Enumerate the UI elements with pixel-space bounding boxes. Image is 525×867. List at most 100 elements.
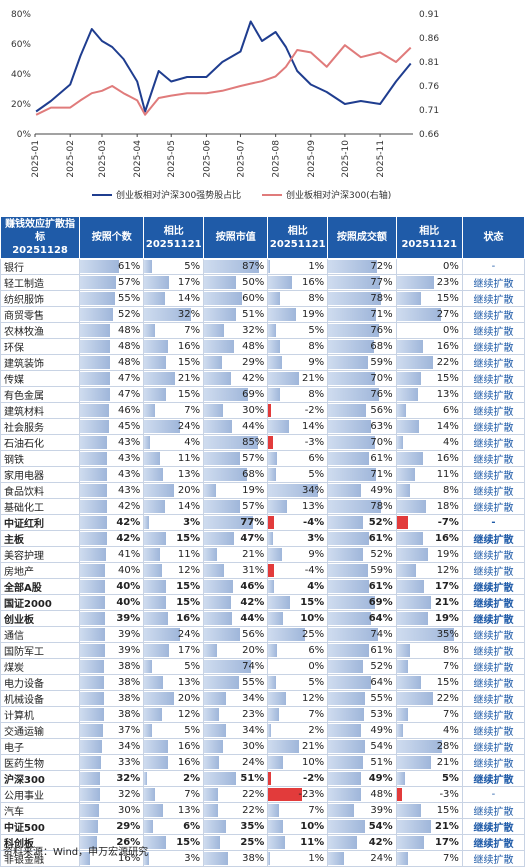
cell-value: 42% xyxy=(368,837,393,848)
cell-value: 5% xyxy=(184,661,201,672)
y-left-tick-label: 40% xyxy=(11,70,31,80)
value-cell: 40% xyxy=(79,562,145,579)
cell-bar xyxy=(397,612,428,625)
row-name: 建筑装饰 xyxy=(0,354,81,371)
cell-bar xyxy=(80,388,110,401)
cell-value: 19% xyxy=(436,549,459,560)
cell-value: 9% xyxy=(308,549,325,560)
cell-bar xyxy=(328,596,375,609)
x-tick-label: 2025-05 xyxy=(167,140,177,178)
cell-bar xyxy=(80,692,105,705)
cell-bar xyxy=(204,372,231,385)
cell-value: 22% xyxy=(436,693,459,704)
cell-bar xyxy=(268,740,300,753)
cell-value: 61% xyxy=(370,453,393,464)
cell-value: 74% xyxy=(242,661,265,672)
cell-bar xyxy=(397,628,454,641)
cell-bar xyxy=(80,324,111,337)
delta-cell: 0% xyxy=(395,322,463,339)
cell-bar xyxy=(397,772,405,785)
cell-value: 49% xyxy=(370,725,393,736)
status-cell: 继续扩散 xyxy=(461,738,525,755)
cell-value: 85% xyxy=(242,437,265,448)
cell-value: 14% xyxy=(177,501,201,512)
cell-bar xyxy=(397,692,433,705)
cell-bar xyxy=(328,820,365,833)
value-cell: 76% xyxy=(327,322,397,339)
cell-bar xyxy=(144,628,180,641)
value-cell: 50% xyxy=(203,274,269,291)
value-cell: 71% xyxy=(327,466,397,483)
cell-bar xyxy=(268,836,285,849)
value-cell: 38% xyxy=(79,690,145,707)
cell-bar xyxy=(268,628,306,641)
value-cell: 72% xyxy=(327,258,397,275)
delta-cell: 16% xyxy=(143,754,205,771)
delta-cell: -4% xyxy=(267,514,329,531)
delta-cell: -3% xyxy=(267,434,329,451)
cell-bar xyxy=(144,452,161,465)
delta-cell: 15% xyxy=(143,834,205,851)
value-cell: 21% xyxy=(203,546,269,563)
cell-value: 51% xyxy=(242,309,265,320)
cell-value: 15% xyxy=(177,389,201,400)
cell-bar xyxy=(397,548,428,561)
cell-value: 19% xyxy=(301,309,325,320)
cell-bar xyxy=(204,260,260,273)
cell-value: 15% xyxy=(436,677,459,688)
cell-value: 25% xyxy=(240,837,265,848)
cell-value: 20% xyxy=(177,693,201,704)
delta-cell: 7% xyxy=(395,850,463,867)
cell-value: 19% xyxy=(242,485,265,496)
diffusion-table: 赚钱效应扩散指标 20251128 按照个数 相比 20251121 按照市值 相比 2025… xyxy=(0,216,525,867)
delta-cell: 21% xyxy=(267,370,329,387)
row-name: 主板 xyxy=(0,530,81,547)
cell-value: 0% xyxy=(308,661,325,672)
status-cell: - xyxy=(461,786,525,803)
cell-bar xyxy=(328,804,355,817)
column-header: 相比 20251121 xyxy=(267,216,329,259)
cell-bar xyxy=(144,276,170,289)
cell-bar xyxy=(80,708,105,721)
cell-bar xyxy=(80,564,106,577)
cell-bar xyxy=(268,292,281,305)
status-cell: 继续扩散 xyxy=(461,338,525,355)
cell-bar xyxy=(204,644,217,657)
delta-cell: 2% xyxy=(267,722,329,739)
delta-cell: 15% xyxy=(143,594,205,611)
delta-cell: 21% xyxy=(395,818,463,835)
table-row: 纺织服饰 55% 14% 60% 8% 78% 15% 继续扩散 xyxy=(0,290,525,307)
delta-cell: 16% xyxy=(395,450,463,467)
cell-bar xyxy=(204,500,241,513)
cell-bar xyxy=(397,420,420,433)
value-cell: 42% xyxy=(79,514,145,531)
status-cell: 继续扩散 xyxy=(461,546,525,563)
delta-cell: 13% xyxy=(395,386,463,403)
value-cell: 77% xyxy=(327,274,397,291)
cell-bar xyxy=(268,276,292,289)
row-name: 电子 xyxy=(0,738,81,755)
row-name: 美容护理 xyxy=(0,546,81,563)
table-row: 银行 61% 5% 87% 1% 72% 0% - xyxy=(0,258,525,275)
cell-value: 78% xyxy=(370,501,393,512)
cell-value: 16% xyxy=(176,613,201,624)
cell-bar xyxy=(268,356,282,369)
cell-bar-negative xyxy=(268,436,273,449)
status-cell: 继续扩散 xyxy=(461,498,525,515)
delta-cell: 15% xyxy=(143,530,205,547)
value-cell: 47% xyxy=(79,386,145,403)
table-row: 家用电器 43% 13% 68% 5% 71% 11% 继续扩散 xyxy=(0,466,525,483)
delta-cell: 14% xyxy=(143,290,205,307)
row-name: 交通运输 xyxy=(0,722,81,739)
cell-bar xyxy=(80,596,106,609)
cell-value: 26% xyxy=(116,837,141,848)
delta-cell: 4% xyxy=(395,722,463,739)
cell-value: 42% xyxy=(242,373,265,384)
cell-bar-negative xyxy=(268,788,303,801)
status-cell: - xyxy=(461,258,525,275)
cell-value: 38% xyxy=(118,677,141,688)
table-row: 公用事业 32% 7% 22% -23% 48% -3% - xyxy=(0,786,525,803)
cell-bar xyxy=(268,708,279,721)
row-name: 国证2000 xyxy=(0,594,81,611)
cell-bar xyxy=(144,500,165,513)
